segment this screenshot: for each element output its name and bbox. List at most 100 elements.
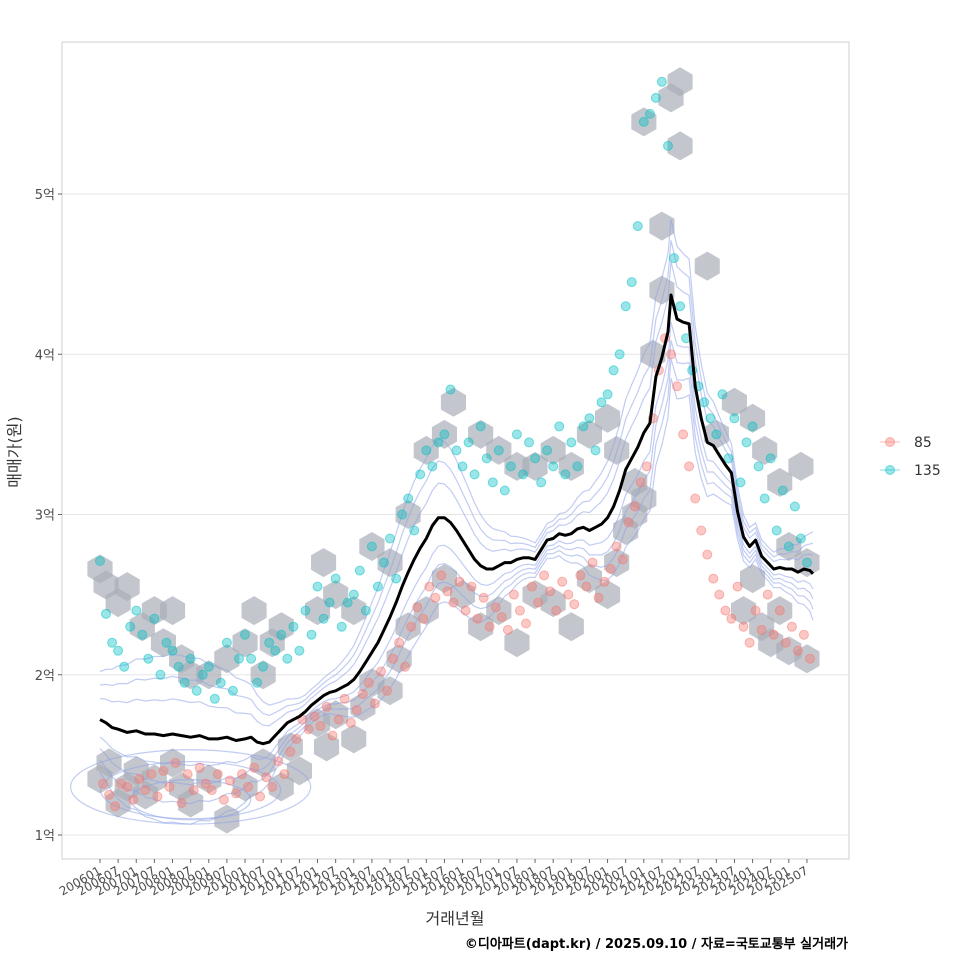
point-layer — [95, 76, 815, 812]
hexbin-cell — [558, 451, 584, 481]
data-point-85 — [218, 794, 229, 805]
hexbin-cell — [558, 612, 584, 642]
data-point-135 — [789, 501, 800, 512]
density-contour — [99, 219, 814, 706]
data-point-85 — [418, 613, 429, 624]
data-point-85 — [152, 791, 163, 802]
y-axis: 1억 2억 3억 4억 5억 — [35, 188, 62, 844]
data-point-135 — [620, 301, 631, 312]
data-point-135 — [741, 437, 752, 448]
hexbin-cell — [341, 596, 367, 626]
hexbin-cell — [788, 451, 814, 481]
data-point-85 — [376, 666, 386, 677]
data-point-85 — [363, 677, 374, 688]
data-point-135 — [548, 461, 559, 472]
data-point-85 — [231, 788, 241, 799]
data-point-85 — [122, 781, 133, 792]
data-point-85 — [702, 549, 713, 560]
data-point-85 — [545, 586, 556, 597]
data-point-135 — [723, 453, 734, 464]
data-point-85 — [315, 721, 326, 731]
density-contour — [100, 760, 282, 820]
data-point-85 — [496, 612, 507, 623]
y-tick-label: 2억 — [35, 669, 55, 684]
data-point-135 — [348, 589, 359, 600]
data-point-135 — [433, 437, 444, 448]
data-point-135 — [499, 485, 510, 496]
hexbin-cell — [114, 572, 140, 602]
data-point-85 — [696, 525, 707, 536]
hexbin-cell — [341, 724, 367, 754]
data-point-135 — [294, 645, 305, 656]
data-point-85 — [261, 772, 272, 783]
data-point-135 — [626, 277, 637, 288]
data-point-85 — [527, 581, 537, 592]
hexbin-cell — [486, 435, 512, 465]
data-point-135 — [270, 645, 281, 656]
data-point-135 — [765, 453, 776, 464]
data-point-135 — [699, 397, 710, 408]
data-point-85 — [599, 576, 610, 587]
data-point-85 — [750, 605, 761, 616]
data-point-85 — [188, 785, 199, 796]
data-point-135 — [656, 76, 667, 87]
data-point-135 — [101, 608, 111, 619]
data-point-135 — [663, 140, 673, 151]
data-point-85 — [412, 602, 423, 613]
data-point-85 — [321, 701, 332, 712]
y-tick-label: 3억 — [35, 509, 55, 524]
data-point-135 — [669, 253, 679, 264]
hexbin-cell — [468, 419, 494, 449]
data-point-85 — [303, 724, 314, 735]
hexbin-cell — [504, 628, 530, 658]
data-point-135 — [215, 677, 226, 688]
data-point-85 — [684, 461, 695, 472]
data-point-85 — [756, 624, 767, 635]
data-point-135 — [234, 653, 244, 664]
data-point-135 — [650, 92, 661, 103]
data-point-135 — [487, 477, 498, 488]
data-point-135 — [336, 621, 347, 632]
data-point-135 — [602, 389, 613, 400]
data-point-135 — [572, 461, 583, 472]
data-point-135 — [137, 629, 148, 640]
data-point-85 — [394, 637, 405, 648]
hexbin-cell — [540, 588, 566, 618]
data-point-85 — [212, 769, 223, 780]
data-point-85 — [140, 785, 151, 796]
data-point-85 — [539, 570, 550, 581]
data-point-85 — [557, 576, 568, 587]
data-point-85 — [514, 605, 525, 616]
data-point-135 — [258, 661, 269, 672]
data-point-85 — [200, 778, 211, 789]
hexbin-cell — [440, 387, 466, 417]
data-point-85 — [768, 629, 779, 640]
data-point-85 — [805, 653, 815, 664]
hexbin-cell — [395, 500, 421, 529]
data-point-135 — [161, 637, 172, 648]
data-point-85 — [158, 765, 169, 776]
data-point-135 — [536, 477, 547, 488]
data-point-135 — [578, 421, 589, 432]
data-point-85 — [502, 624, 513, 635]
data-point-85 — [460, 605, 471, 616]
data-point-135 — [409, 525, 420, 536]
data-point-135 — [759, 493, 770, 504]
data-point-135 — [584, 413, 595, 424]
data-point-85 — [508, 589, 519, 600]
hexbin-cell — [752, 435, 778, 465]
data-point-135 — [318, 613, 329, 624]
data-point-135 — [324, 597, 335, 608]
hexbin-cell — [721, 387, 747, 417]
data-point-135 — [119, 661, 130, 672]
data-point-135 — [372, 581, 383, 592]
data-point-85 — [430, 592, 441, 603]
data-point-135 — [179, 677, 190, 688]
legend-label: 135 — [914, 463, 941, 479]
data-point-135 — [227, 685, 238, 696]
data-point-85 — [164, 781, 175, 792]
data-point-85 — [726, 613, 737, 624]
data-point-135 — [173, 661, 184, 672]
data-point-135 — [481, 453, 492, 464]
